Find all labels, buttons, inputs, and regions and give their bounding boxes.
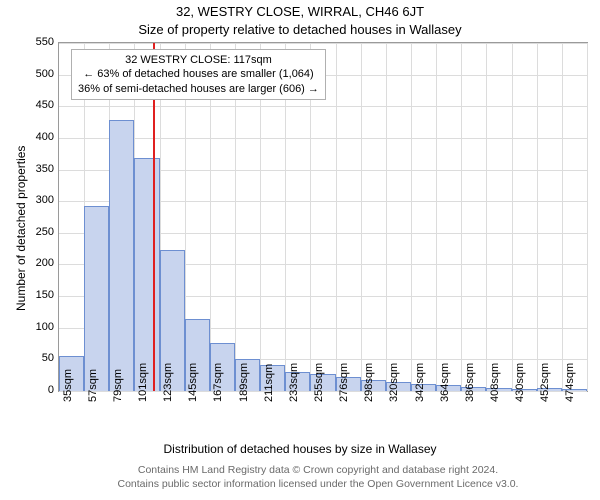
page-title: 32, WESTRY CLOSE, WIRRAL, CH46 6JT [0,4,600,19]
copyright-text: Contains HM Land Registry data © Crown c… [48,464,588,491]
grid-line-v [336,43,337,391]
y-tick-label: 50 [24,352,54,364]
annotation-line: 32 WESTRY CLOSE: 117sqm [78,53,319,67]
grid-line-v [562,43,563,391]
annotation-line: ← 63% of detached houses are smaller (1,… [78,67,319,81]
y-tick-label: 400 [24,131,54,143]
y-tick-label: 200 [24,257,54,269]
copyright-line-1: Contains HM Land Registry data © Crown c… [138,464,498,476]
histogram-bar [84,206,109,391]
y-tick-label: 450 [24,99,54,111]
histogram-bar [134,158,159,391]
grid-line-v [386,43,387,391]
x-axis-label: Distribution of detached houses by size … [0,442,600,456]
grid-line-v [512,43,513,391]
y-tick-label: 350 [24,163,54,175]
grid-line-v [587,43,588,391]
grid-line-v [361,43,362,391]
y-tick-label: 150 [24,289,54,301]
grid-line-v [411,43,412,391]
grid-line-v [436,43,437,391]
grid-line-v [461,43,462,391]
annotation-box: 32 WESTRY CLOSE: 117sqm← 63% of detached… [71,49,326,100]
chart-subtitle: Size of property relative to detached ho… [0,22,600,37]
y-tick-label: 300 [24,194,54,206]
grid-line-h [59,138,587,139]
grid-line-h [59,43,587,44]
y-tick-label: 250 [24,226,54,238]
copyright-line-2: Contains public sector information licen… [118,478,519,490]
y-tick-label: 500 [24,68,54,80]
grid-line-v [537,43,538,391]
chart-plot-area: 32 WESTRY CLOSE: 117sqm← 63% of detached… [58,42,588,392]
histogram-bar [109,120,134,391]
annotation-line: 36% of semi-detached houses are larger (… [78,82,319,96]
y-tick-label: 0 [24,384,54,396]
y-tick-label: 100 [24,321,54,333]
y-tick-label: 550 [24,36,54,48]
grid-line-v [486,43,487,391]
grid-line-h [59,106,587,107]
